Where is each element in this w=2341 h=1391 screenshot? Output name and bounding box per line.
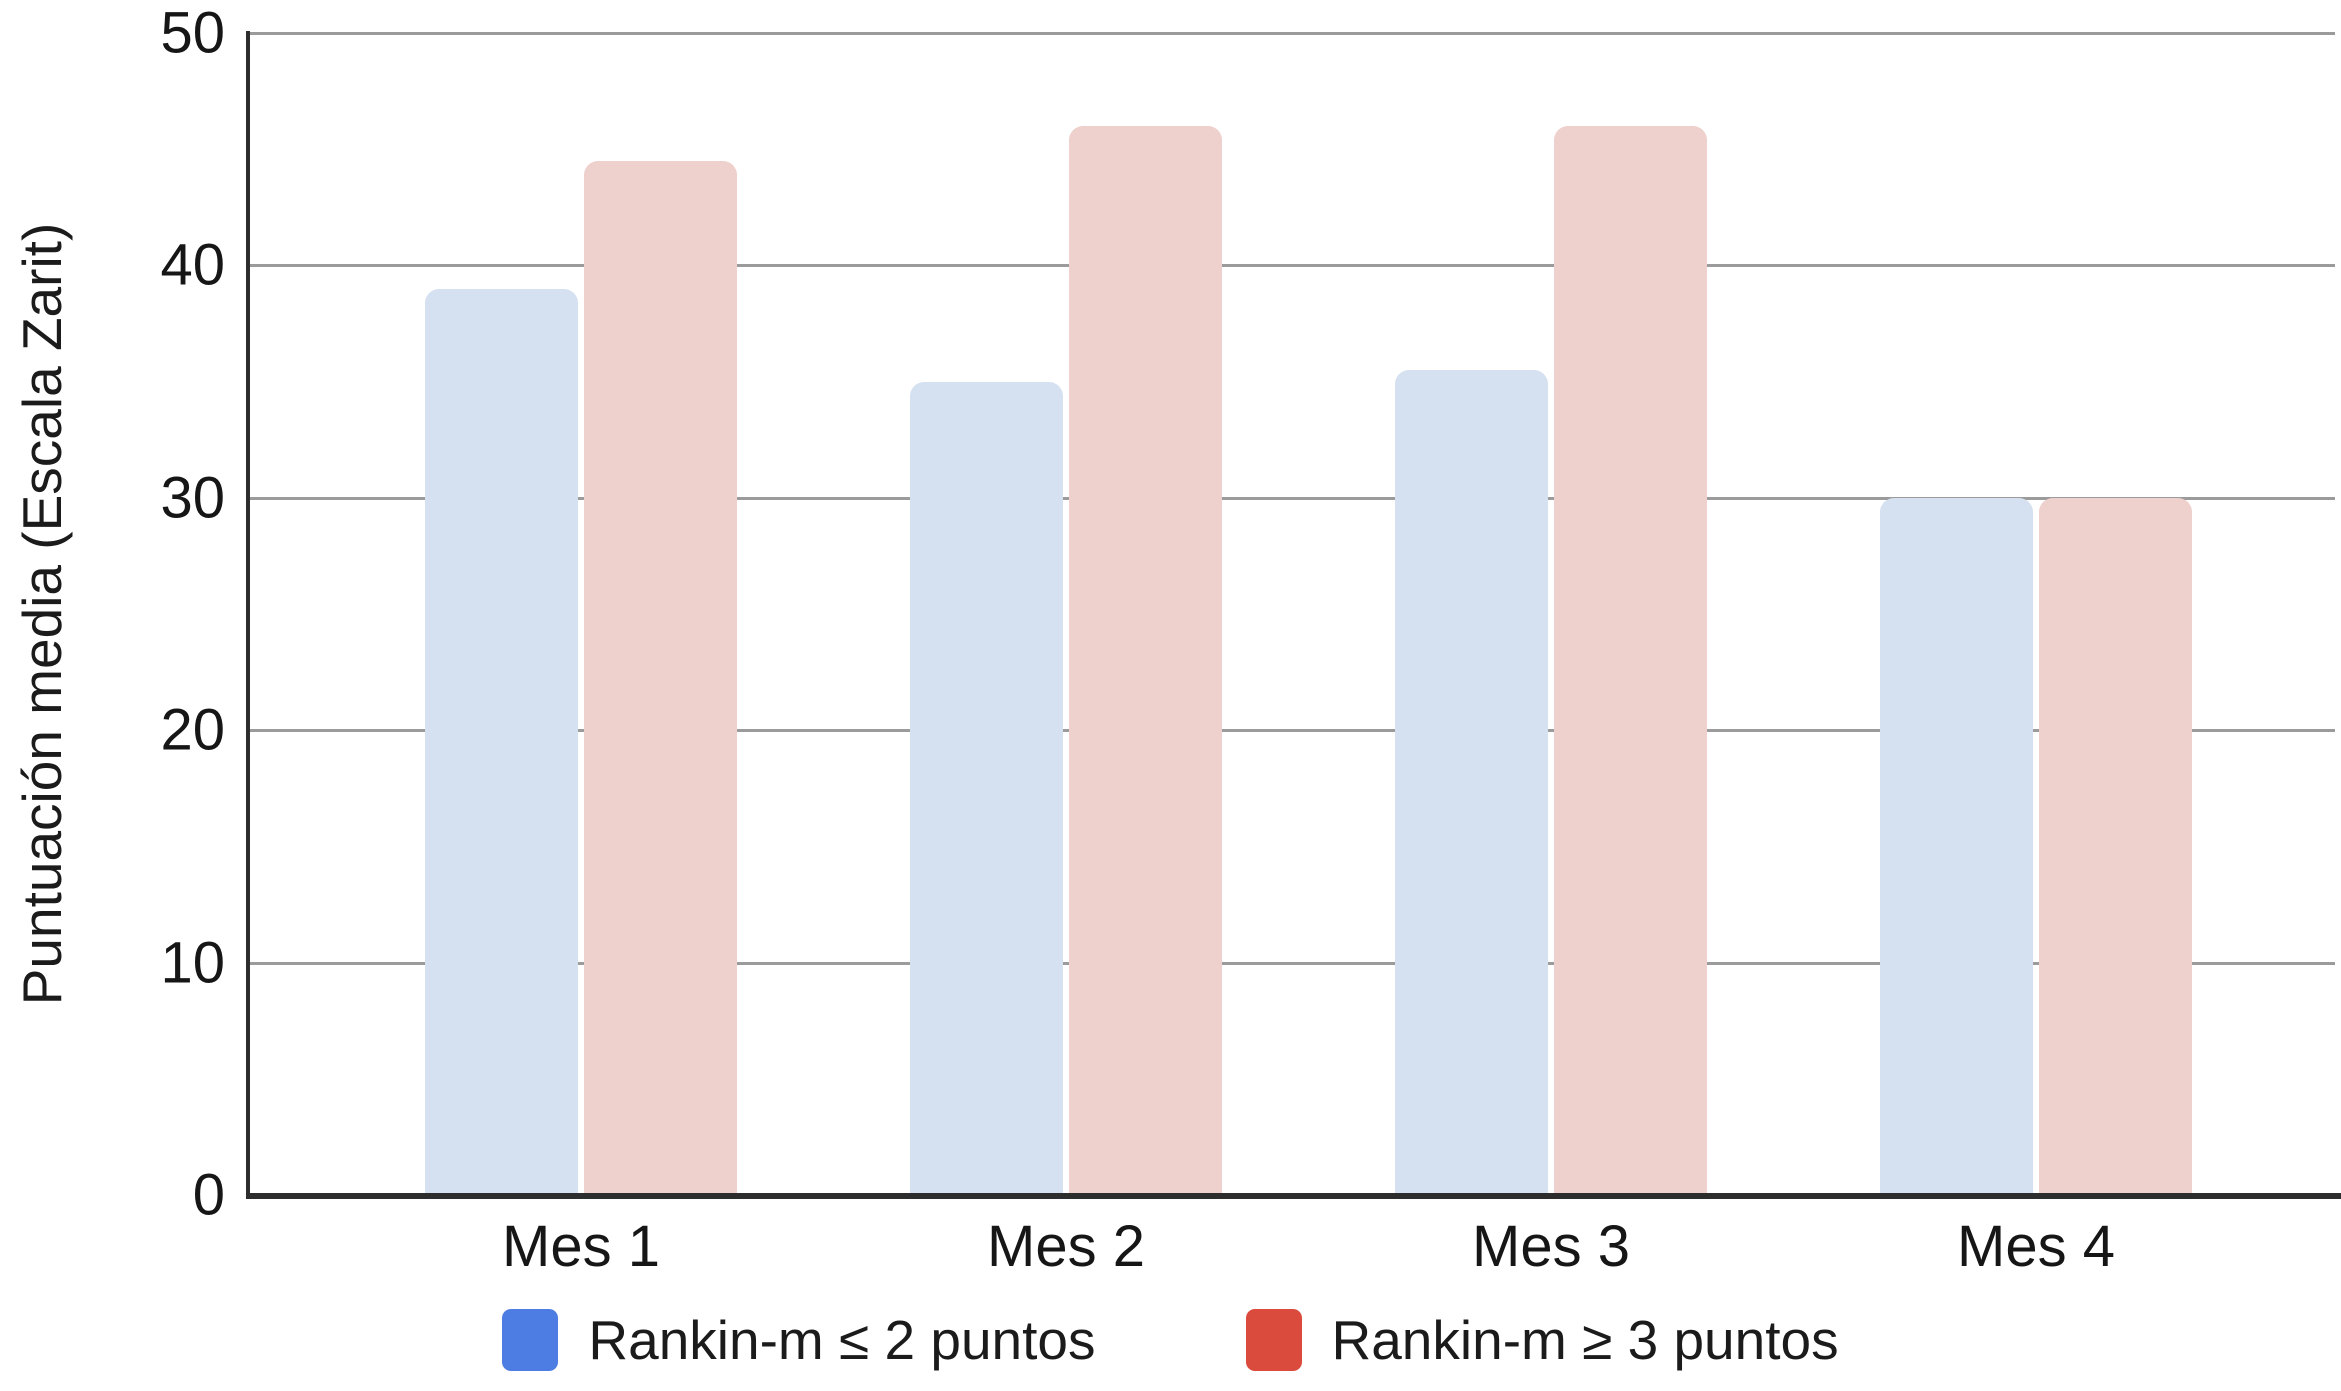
legend-swatch-2 <box>1245 1309 1302 1371</box>
y-axis-title: Puntuación media (Escala Zarit) <box>11 222 73 1006</box>
legend-item-1: Rankin-m ≤ 2 puntos <box>502 1308 1096 1372</box>
x-axis-line <box>246 1193 2341 1199</box>
legend-label-1: Rankin-m ≤ 2 puntos <box>588 1309 1096 1371</box>
legend: Rankin-m ≤ 2 puntos Rankin-m ≥ 3 puntos <box>0 1308 2341 1372</box>
bar-mes4-series2 <box>2039 497 2192 1195</box>
bar-mes2-series1 <box>910 381 1063 1195</box>
bar-mes2-series2 <box>1069 125 1222 1195</box>
x-tick-label-3: Mes 3 <box>1472 1214 1630 1279</box>
y-tick-label-50: 50 <box>160 0 225 66</box>
x-tick-label-4: Mes 4 <box>1957 1214 2115 1279</box>
y-tick-label-0: 0 <box>192 1162 225 1228</box>
gridline-y30 <box>250 496 2335 500</box>
legend-item-2: Rankin-m ≥ 3 puntos <box>1245 1308 1839 1372</box>
x-tick-label-1: Mes 1 <box>502 1214 660 1279</box>
legend-swatch-1 <box>502 1309 559 1371</box>
y-tick-label-20: 20 <box>160 697 225 763</box>
y-axis-line <box>246 31 250 1197</box>
bar-mes1-series2 <box>584 160 737 1195</box>
bar-mes4-series1 <box>1880 497 2033 1195</box>
y-tick-label-30: 30 <box>160 465 225 531</box>
gridline-y20 <box>250 729 2335 733</box>
gridline-y10 <box>250 961 2335 965</box>
y-tick-label-40: 40 <box>160 232 225 298</box>
y-tick-label-10: 10 <box>160 930 225 996</box>
x-tick-label-2: Mes 2 <box>987 1214 1145 1279</box>
gridline-y50 <box>250 32 2335 35</box>
legend-label-2: Rankin-m ≥ 3 puntos <box>1331 1309 1839 1371</box>
bar-mes3-series2 <box>1554 125 1707 1195</box>
bar-mes1-series1 <box>425 288 578 1195</box>
bar-mes3-series1 <box>1395 369 1548 1195</box>
gridline-y40 <box>250 264 2335 268</box>
